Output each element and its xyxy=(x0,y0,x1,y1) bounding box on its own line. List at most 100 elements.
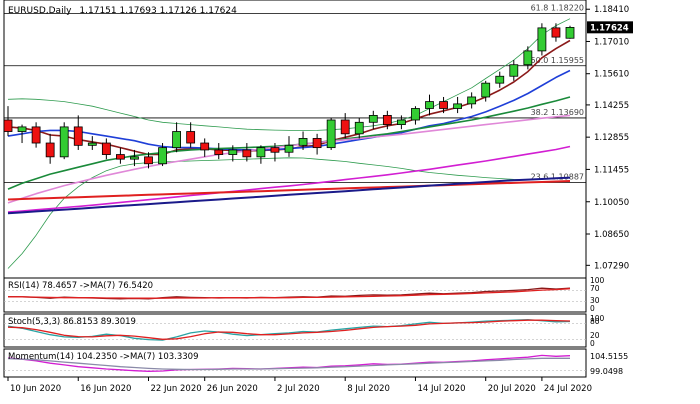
price-tick-label: 1.12855 xyxy=(594,133,629,143)
fib-level-label: 23.6 1.10887 xyxy=(531,172,584,181)
candle-bear xyxy=(200,142,210,151)
momentum-tick-label: 104.5155 xyxy=(590,352,628,361)
moving-average-line xyxy=(7,180,571,201)
rsi-series-line xyxy=(8,288,571,299)
x-tick-label: 26 Jun 2020 xyxy=(207,384,258,394)
candle-bull xyxy=(537,27,547,52)
price-tick-label: 1.17010 xyxy=(594,37,629,47)
x-tick-label: 10 Jun 2020 xyxy=(10,384,61,394)
candle-bear xyxy=(73,126,83,146)
grid-layer xyxy=(4,290,586,371)
candle-bear xyxy=(214,149,224,155)
candle-bear xyxy=(31,126,41,144)
main-panel xyxy=(3,0,587,279)
x-tick-label: 8 Jul 2020 xyxy=(347,384,390,394)
momentum-tick-label: 99.0498 xyxy=(590,367,623,376)
candle-bull xyxy=(228,149,238,155)
indicator-lines-layer xyxy=(7,287,571,372)
ohlc-label: 1.17151 1.17693 1.17126 1.17624 xyxy=(79,6,237,16)
candle-bull xyxy=(495,75,505,84)
stoch-tick-label: 80 xyxy=(590,317,600,326)
price-tick-label: 1.10050 xyxy=(594,198,629,208)
price-tick-label: 1.08650 xyxy=(594,230,629,240)
candle-bull xyxy=(172,131,182,149)
rsi-title: RSI(14) 78.4657 ->MA(7) 76.5420 xyxy=(8,281,153,291)
price-tick-label: 1.14255 xyxy=(594,101,629,111)
candle-bull xyxy=(396,119,406,126)
stoch-panel xyxy=(3,313,587,348)
rsi-tick-label: 0 xyxy=(590,304,595,313)
candle-bull xyxy=(509,64,519,77)
fib-level-label: 61.8 1.18220 xyxy=(531,4,584,13)
price-tick-label: 1.07290 xyxy=(594,261,629,271)
price-tick-label: 1.15610 xyxy=(594,70,629,80)
candle-bull xyxy=(411,108,420,121)
candle-bull xyxy=(87,142,97,146)
candle-bull xyxy=(467,96,477,105)
rsi-tick-label: 30 xyxy=(590,296,600,305)
candle-bear xyxy=(551,27,561,38)
candle-bull xyxy=(158,147,167,165)
candle-bull xyxy=(425,101,434,109)
price-tick-label: 1.11455 xyxy=(594,165,629,175)
candle-bear xyxy=(45,142,55,158)
candle-bear xyxy=(340,119,350,135)
candle-bear xyxy=(3,119,13,132)
candles-layer xyxy=(3,23,575,169)
candle-bear xyxy=(144,156,153,165)
fib-layer: 61.8 1.18220 50.0 1.15955 38.2 1.13690 23.6… xyxy=(4,4,586,183)
candle-bull xyxy=(354,121,364,135)
candle-bull xyxy=(565,27,575,39)
momentum-panel xyxy=(3,348,587,378)
stoch-title: Stoch(5,3,3) 86.8153 89.3019 xyxy=(8,317,136,327)
stoch-tick-label: 20 xyxy=(590,331,600,340)
fib-level-label: 38.2 1.13690 xyxy=(531,108,584,117)
x-tick-label: 2 Jul 2020 xyxy=(277,384,320,394)
axis-labels-layer: 1.18410 1.17010 1.15610 1.14255 1.12855 1.114… xyxy=(7,5,633,394)
candle-bear xyxy=(270,147,280,153)
x-tick-label: 16 Jun 2020 xyxy=(80,384,131,394)
candle-bull xyxy=(59,126,69,158)
candle-bull xyxy=(368,114,378,123)
stoch-tick-label: 100 xyxy=(590,314,605,323)
candle-bull xyxy=(326,119,336,149)
candle-bull xyxy=(453,103,463,109)
x-tick-label: 14 Jul 2020 xyxy=(417,384,465,394)
current-price-label: 1.17624 xyxy=(590,23,629,33)
rsi-panel xyxy=(3,277,587,313)
candle-bull xyxy=(523,50,533,66)
rsi-tick-label: 100 xyxy=(590,276,605,285)
symbol-label: EURUSD,Daily xyxy=(8,6,72,16)
fib-level-label: 50.0 1.15955 xyxy=(531,56,584,65)
candle-bull xyxy=(298,138,308,146)
bollinger-lower-line xyxy=(7,157,571,269)
candle-bear xyxy=(186,131,196,144)
moving-average-line xyxy=(7,145,571,213)
stoch-series-line xyxy=(7,319,571,340)
candle-bear xyxy=(382,114,392,126)
candle-bear xyxy=(101,142,111,155)
current-price-tag xyxy=(587,21,633,34)
candle-bear xyxy=(439,101,448,109)
momentum-series-line xyxy=(7,357,570,371)
x-tick-label: 24 Jul 2020 xyxy=(544,384,592,394)
candle-bear xyxy=(312,138,322,149)
chart-title: EURUSD,Daily 1.17151 1.17693 1.17126 1.17… xyxy=(8,6,237,16)
bollinger-upper-line xyxy=(7,18,571,132)
candle-bear xyxy=(242,149,252,158)
rsi-tick-label: 70 xyxy=(590,284,600,293)
candle-bull xyxy=(256,147,266,158)
momentum-title: Momentum(14) 104.2350 ->MA(7) 103.3309 xyxy=(8,352,198,362)
price-tick-label: 1.18410 xyxy=(594,5,629,15)
x-tick-label: 22 Jun 2020 xyxy=(151,384,202,394)
candle-bull xyxy=(481,82,491,98)
x-tick-label: 20 Jul 2020 xyxy=(488,384,536,394)
stoch-tick-label: 0 xyxy=(590,339,595,348)
candle-bull xyxy=(284,144,294,153)
candle-bull xyxy=(17,126,27,132)
moving-average-line xyxy=(7,176,571,215)
candle-bull xyxy=(130,156,139,160)
candle-bear xyxy=(116,154,125,160)
